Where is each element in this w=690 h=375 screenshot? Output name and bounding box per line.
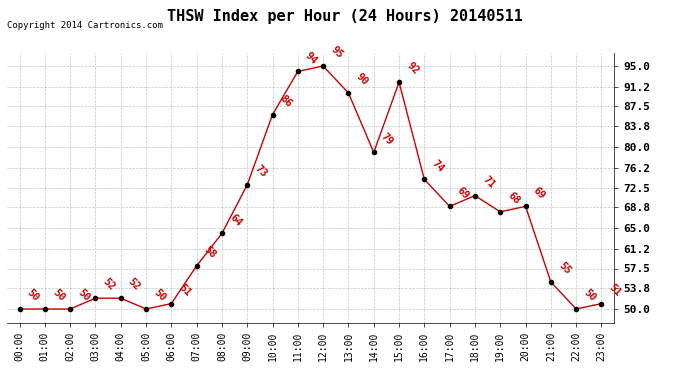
Text: 92: 92 [404, 61, 420, 76]
Text: 71: 71 [480, 174, 496, 190]
Text: 50: 50 [152, 288, 168, 303]
Text: 79: 79 [380, 131, 395, 147]
Text: THSW  (°F): THSW (°F) [589, 30, 656, 40]
Text: 51: 51 [607, 282, 623, 298]
Text: 69: 69 [531, 185, 547, 201]
Text: 94: 94 [304, 50, 319, 66]
Text: 74: 74 [430, 158, 446, 174]
Text: 95: 95 [328, 45, 344, 60]
Text: 90: 90 [354, 72, 370, 87]
Text: 50: 50 [582, 288, 598, 303]
Text: Copyright 2014 Cartronics.com: Copyright 2014 Cartronics.com [7, 21, 163, 30]
Text: 50: 50 [76, 288, 92, 303]
Text: 64: 64 [228, 212, 244, 228]
Text: 50: 50 [25, 288, 41, 303]
Text: 86: 86 [278, 93, 294, 109]
Text: 52: 52 [101, 277, 117, 292]
Text: 52: 52 [126, 277, 142, 292]
Text: 51: 51 [177, 282, 193, 298]
Text: 68: 68 [506, 190, 522, 206]
Text: 50: 50 [50, 288, 66, 303]
Text: 55: 55 [556, 261, 572, 276]
Text: 73: 73 [253, 164, 268, 179]
Text: THSW Index per Hour (24 Hours) 20140511: THSW Index per Hour (24 Hours) 20140511 [167, 9, 523, 24]
Text: 58: 58 [202, 244, 218, 260]
Text: 69: 69 [455, 185, 471, 201]
